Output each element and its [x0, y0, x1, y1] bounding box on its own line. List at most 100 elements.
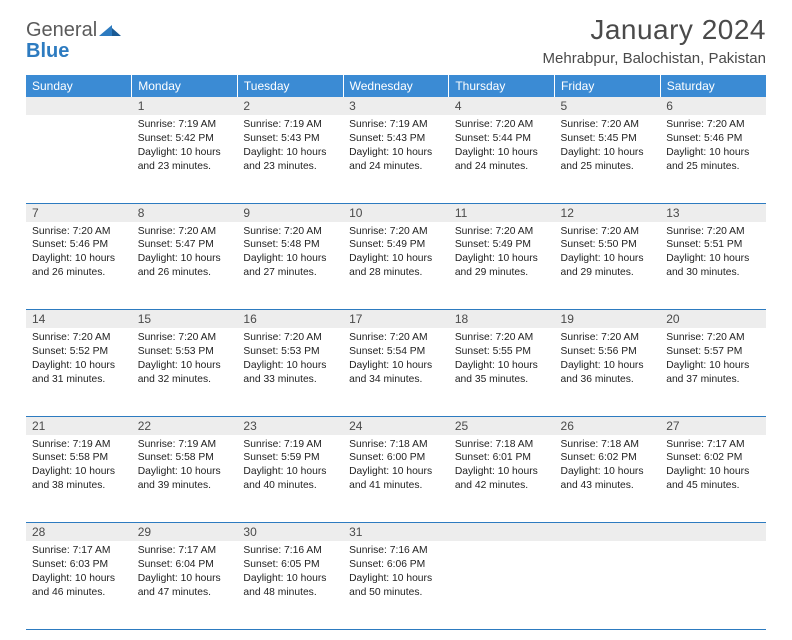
brand-logo: GeneralBlue	[26, 14, 121, 62]
daylight-line-2: and 26 minutes.	[32, 266, 126, 280]
day-number: 13	[660, 203, 766, 222]
sunset-line: Sunset: 5:48 PM	[243, 238, 337, 252]
sunrise-line: Sunrise: 7:19 AM	[349, 118, 443, 132]
brand-part2: Blue	[26, 40, 69, 62]
day-cell: Sunrise: 7:16 AMSunset: 6:06 PMDaylight:…	[343, 541, 449, 629]
day-number: 11	[449, 203, 555, 222]
sunrise-line: Sunrise: 7:16 AM	[243, 544, 337, 558]
daylight-line: Daylight: 10 hours	[349, 146, 443, 160]
daynum-row: 28293031	[26, 523, 766, 542]
sunset-line: Sunset: 5:52 PM	[32, 345, 126, 359]
daylight-line: Daylight: 10 hours	[138, 572, 232, 586]
sunrise-line: Sunrise: 7:20 AM	[666, 118, 760, 132]
day-header-row: Sunday Monday Tuesday Wednesday Thursday…	[26, 75, 766, 97]
sunrise-line: Sunrise: 7:19 AM	[243, 118, 337, 132]
day-details: Sunrise: 7:19 AMSunset: 5:42 PMDaylight:…	[132, 115, 238, 178]
day-number: 28	[26, 523, 132, 542]
sunrise-line: Sunrise: 7:17 AM	[32, 544, 126, 558]
day-details: Sunrise: 7:20 AMSunset: 5:46 PMDaylight:…	[660, 115, 766, 178]
daylight-line-2: and 45 minutes.	[666, 479, 760, 493]
day-cell: Sunrise: 7:20 AMSunset: 5:49 PMDaylight:…	[449, 222, 555, 310]
day-number: 26	[555, 416, 661, 435]
daylight-line-2: and 43 minutes.	[561, 479, 655, 493]
day-cell: Sunrise: 7:18 AMSunset: 6:01 PMDaylight:…	[449, 435, 555, 523]
sunset-line: Sunset: 5:58 PM	[138, 451, 232, 465]
day-number: 19	[555, 310, 661, 329]
daylight-line: Daylight: 10 hours	[243, 359, 337, 373]
daylight-line: Daylight: 10 hours	[243, 252, 337, 266]
daylight-line-2: and 42 minutes.	[455, 479, 549, 493]
day-number: 24	[343, 416, 449, 435]
sunset-line: Sunset: 5:45 PM	[561, 132, 655, 146]
day-details: Sunrise: 7:20 AMSunset: 5:45 PMDaylight:…	[555, 115, 661, 178]
day-cell: Sunrise: 7:18 AMSunset: 6:02 PMDaylight:…	[555, 435, 661, 523]
day-details: Sunrise: 7:19 AMSunset: 5:43 PMDaylight:…	[343, 115, 449, 178]
sunset-line: Sunset: 5:57 PM	[666, 345, 760, 359]
sunrise-line: Sunrise: 7:20 AM	[243, 225, 337, 239]
daylight-line: Daylight: 10 hours	[561, 146, 655, 160]
sunset-line: Sunset: 5:59 PM	[243, 451, 337, 465]
week-row: Sunrise: 7:20 AM Sunset: 5:52 PM Daylight:…	[26, 328, 766, 416]
day-number: 6	[660, 97, 766, 115]
day-details: Sunrise: 7:20 AMSunset: 5:44 PMDaylight:…	[449, 115, 555, 178]
day-cell	[26, 115, 132, 203]
sunrise-line: Sunrise: 7:20 AM	[455, 331, 549, 345]
sunset-line: Sunset: 6:02 PM	[666, 451, 760, 465]
day-details: Sunrise: 7:20 AMSunset: 5:49 PMDaylight:…	[343, 222, 449, 285]
day-details: Sunrise: 7:20 AMSunset: 5:53 PMDaylight:…	[237, 328, 343, 391]
day-cell: Sunrise: 7:19 AMSunset: 5:58 PMDaylight:…	[26, 435, 132, 523]
day-number: 21	[26, 416, 132, 435]
sunset-line: Sunset: 5:43 PM	[243, 132, 337, 146]
daylight-line-2: and 31 minutes.	[32, 373, 126, 387]
daylight-line: Daylight: 10 hours	[243, 146, 337, 160]
day-cell: Sunrise: 7:20 AMSunset: 5:48 PMDaylight:…	[237, 222, 343, 310]
daylight-line-2: and 48 minutes.	[243, 586, 337, 600]
sunset-line: Sunset: 5:47 PM	[138, 238, 232, 252]
sunrise-line: Sunrise: 7:18 AM	[455, 438, 549, 452]
sunset-line: Sunset: 5:54 PM	[349, 345, 443, 359]
day-cell: Sunrise: 7:19 AMSunset: 5:43 PMDaylight:…	[237, 115, 343, 203]
day-cell: Sunrise: 7:16 AMSunset: 6:05 PMDaylight:…	[237, 541, 343, 629]
day-details: Sunrise: 7:16 AMSunset: 6:05 PMDaylight:…	[237, 541, 343, 604]
sunset-line: Sunset: 5:50 PM	[561, 238, 655, 252]
sunrise-line: Sunrise: 7:19 AM	[243, 438, 337, 452]
sunrise-line: Sunrise: 7:20 AM	[455, 118, 549, 132]
sunrise-line: Sunrise: 7:20 AM	[138, 331, 232, 345]
week-row: Sunrise: 7:20 AM Sunset: 5:46 PM Daylight:…	[26, 222, 766, 310]
daylight-line: Daylight: 10 hours	[349, 359, 443, 373]
day-number: 9	[237, 203, 343, 222]
day-header: Sunday	[26, 75, 132, 97]
daylight-line-2: and 26 minutes.	[138, 266, 232, 280]
day-cell	[555, 541, 661, 629]
sunrise-line: Sunrise: 7:18 AM	[349, 438, 443, 452]
day-details: Sunrise: 7:19 AMSunset: 5:43 PMDaylight:…	[237, 115, 343, 178]
day-number: 18	[449, 310, 555, 329]
day-cell: Sunrise: 7:20 AMSunset: 5:53 PMDaylight:…	[132, 328, 238, 416]
month-title: January 2024	[543, 14, 766, 46]
day-number: 5	[555, 97, 661, 115]
day-cell: Sunrise: 7:20 AMSunset: 5:57 PMDaylight:…	[660, 328, 766, 416]
daylight-line: Daylight: 10 hours	[561, 359, 655, 373]
sunrise-line: Sunrise: 7:19 AM	[32, 438, 126, 452]
daylight-line: Daylight: 10 hours	[666, 252, 760, 266]
daylight-line: Daylight: 10 hours	[349, 465, 443, 479]
sunset-line: Sunset: 5:46 PM	[32, 238, 126, 252]
day-details: Sunrise: 7:17 AMSunset: 6:03 PMDaylight:…	[26, 541, 132, 604]
day-cell: Sunrise: 7:18 AMSunset: 6:00 PMDaylight:…	[343, 435, 449, 523]
title-block: January 2024 Mehrabpur, Balochistan, Pak…	[543, 14, 766, 67]
brand-part1: General	[26, 19, 97, 41]
daylight-line-2: and 50 minutes.	[349, 586, 443, 600]
calendar-head: Sunday Monday Tuesday Wednesday Thursday…	[26, 75, 766, 97]
day-details: Sunrise: 7:20 AMSunset: 5:53 PMDaylight:…	[132, 328, 238, 391]
day-details: Sunrise: 7:20 AMSunset: 5:51 PMDaylight:…	[660, 222, 766, 285]
daylight-line-2: and 29 minutes.	[561, 266, 655, 280]
day-details: Sunrise: 7:19 AMSunset: 5:59 PMDaylight:…	[237, 435, 343, 498]
day-details: Sunrise: 7:20 AMSunset: 5:50 PMDaylight:…	[555, 222, 661, 285]
day-number: 12	[555, 203, 661, 222]
sunrise-line: Sunrise: 7:16 AM	[349, 544, 443, 558]
day-details: Sunrise: 7:20 AMSunset: 5:47 PMDaylight:…	[132, 222, 238, 285]
daylight-line-2: and 39 minutes.	[138, 479, 232, 493]
sunset-line: Sunset: 5:49 PM	[349, 238, 443, 252]
day-number	[555, 523, 661, 542]
sunset-line: Sunset: 5:43 PM	[349, 132, 443, 146]
